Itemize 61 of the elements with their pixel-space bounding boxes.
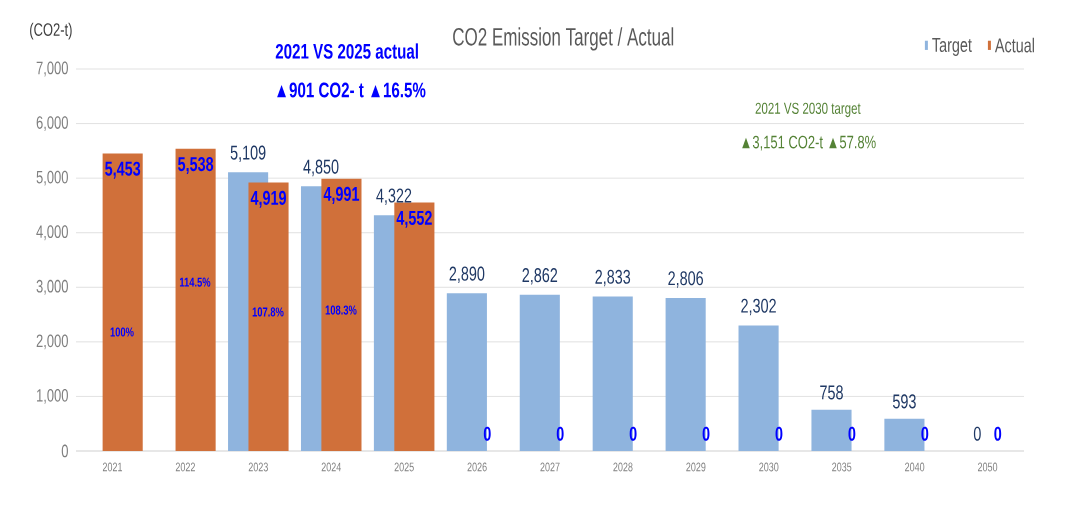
annotation: 2021 VS 2030 target (755, 102, 861, 118)
data-label: 0 (994, 426, 1002, 441)
x-tick-label: 2021 (102, 462, 123, 472)
data-label: 0 (921, 426, 929, 441)
annotation: 108.3% (325, 305, 357, 315)
data-label: 0 (702, 426, 710, 441)
x-tick-label: 2035 (832, 462, 852, 472)
x-tick-label: 2026 (467, 462, 487, 472)
y-tick-label: 4,000 (36, 225, 68, 241)
data-label: 2,862 (522, 268, 558, 285)
x-tick-label: 2025 (394, 462, 414, 472)
y-tick-label: 0 (61, 444, 68, 458)
y-tick-label: 1,000 (37, 388, 68, 404)
y-axis-title: (CO2-t) (30, 22, 72, 40)
data-label: 2,833 (595, 269, 631, 287)
data-label: 2,890 (449, 266, 485, 284)
data-label: 0 (556, 426, 564, 441)
data-label: 4,850 (303, 159, 339, 177)
data-label: 0 (629, 426, 637, 441)
x-tick-label: 2023 (248, 462, 268, 472)
data-label: 4,991 (323, 186, 360, 204)
x-tick-label: 2028 (613, 462, 633, 472)
y-tick-label: 2,000 (36, 334, 68, 350)
bar (248, 182, 289, 451)
annotation: ▲3,151 CO2-t ▲57.8% (742, 135, 876, 151)
data-label: 758 (820, 385, 843, 400)
x-tick-label: 2024 (321, 462, 341, 472)
x-tick-label: 2040 (905, 462, 925, 472)
legend-label: Actual (994, 37, 1034, 53)
data-label: 5,453 (105, 161, 141, 179)
x-tick-label: 2030 (759, 462, 779, 472)
annotation: 100% (110, 327, 134, 337)
annotation: 107.8% (252, 307, 284, 317)
x-tick-label: 2027 (540, 462, 560, 472)
bar (175, 148, 216, 451)
y-tick-label: 6,000 (36, 116, 68, 132)
data-label: 0 (848, 426, 856, 441)
text: 2021 VS 2025 actual (275, 43, 418, 59)
data-label: 0 (483, 426, 491, 441)
y-tick-label: 7,000 (36, 61, 68, 77)
data-label: 4,322 (376, 188, 412, 205)
data-label: 4,919 (250, 190, 286, 208)
data-label: 0 (775, 426, 783, 441)
data-label: 0 (973, 426, 981, 441)
annotation: ▲901 CO2- t ▲16.5% (277, 82, 426, 98)
data-label: 593 (892, 394, 916, 409)
y-tick-label: 3,000 (36, 279, 68, 295)
annotation: 114.5% (179, 277, 211, 287)
x-tick-label: 2050 (978, 462, 998, 472)
y-tick-label: 5,000 (36, 170, 68, 186)
x-tick-label: 2022 (175, 462, 195, 472)
data-label: 2,806 (668, 271, 704, 288)
bar (321, 178, 362, 451)
bar (102, 153, 143, 451)
data-label: 5,538 (178, 156, 214, 175)
chart-title: CO2 Emission Target / Actual (453, 27, 674, 51)
data-label: 2,302 (741, 298, 776, 316)
data-label: 5,109 (230, 145, 266, 162)
data-label: 4,552 (396, 210, 432, 228)
legend-label: Target (932, 38, 972, 57)
x-tick-label: 2029 (686, 462, 706, 472)
